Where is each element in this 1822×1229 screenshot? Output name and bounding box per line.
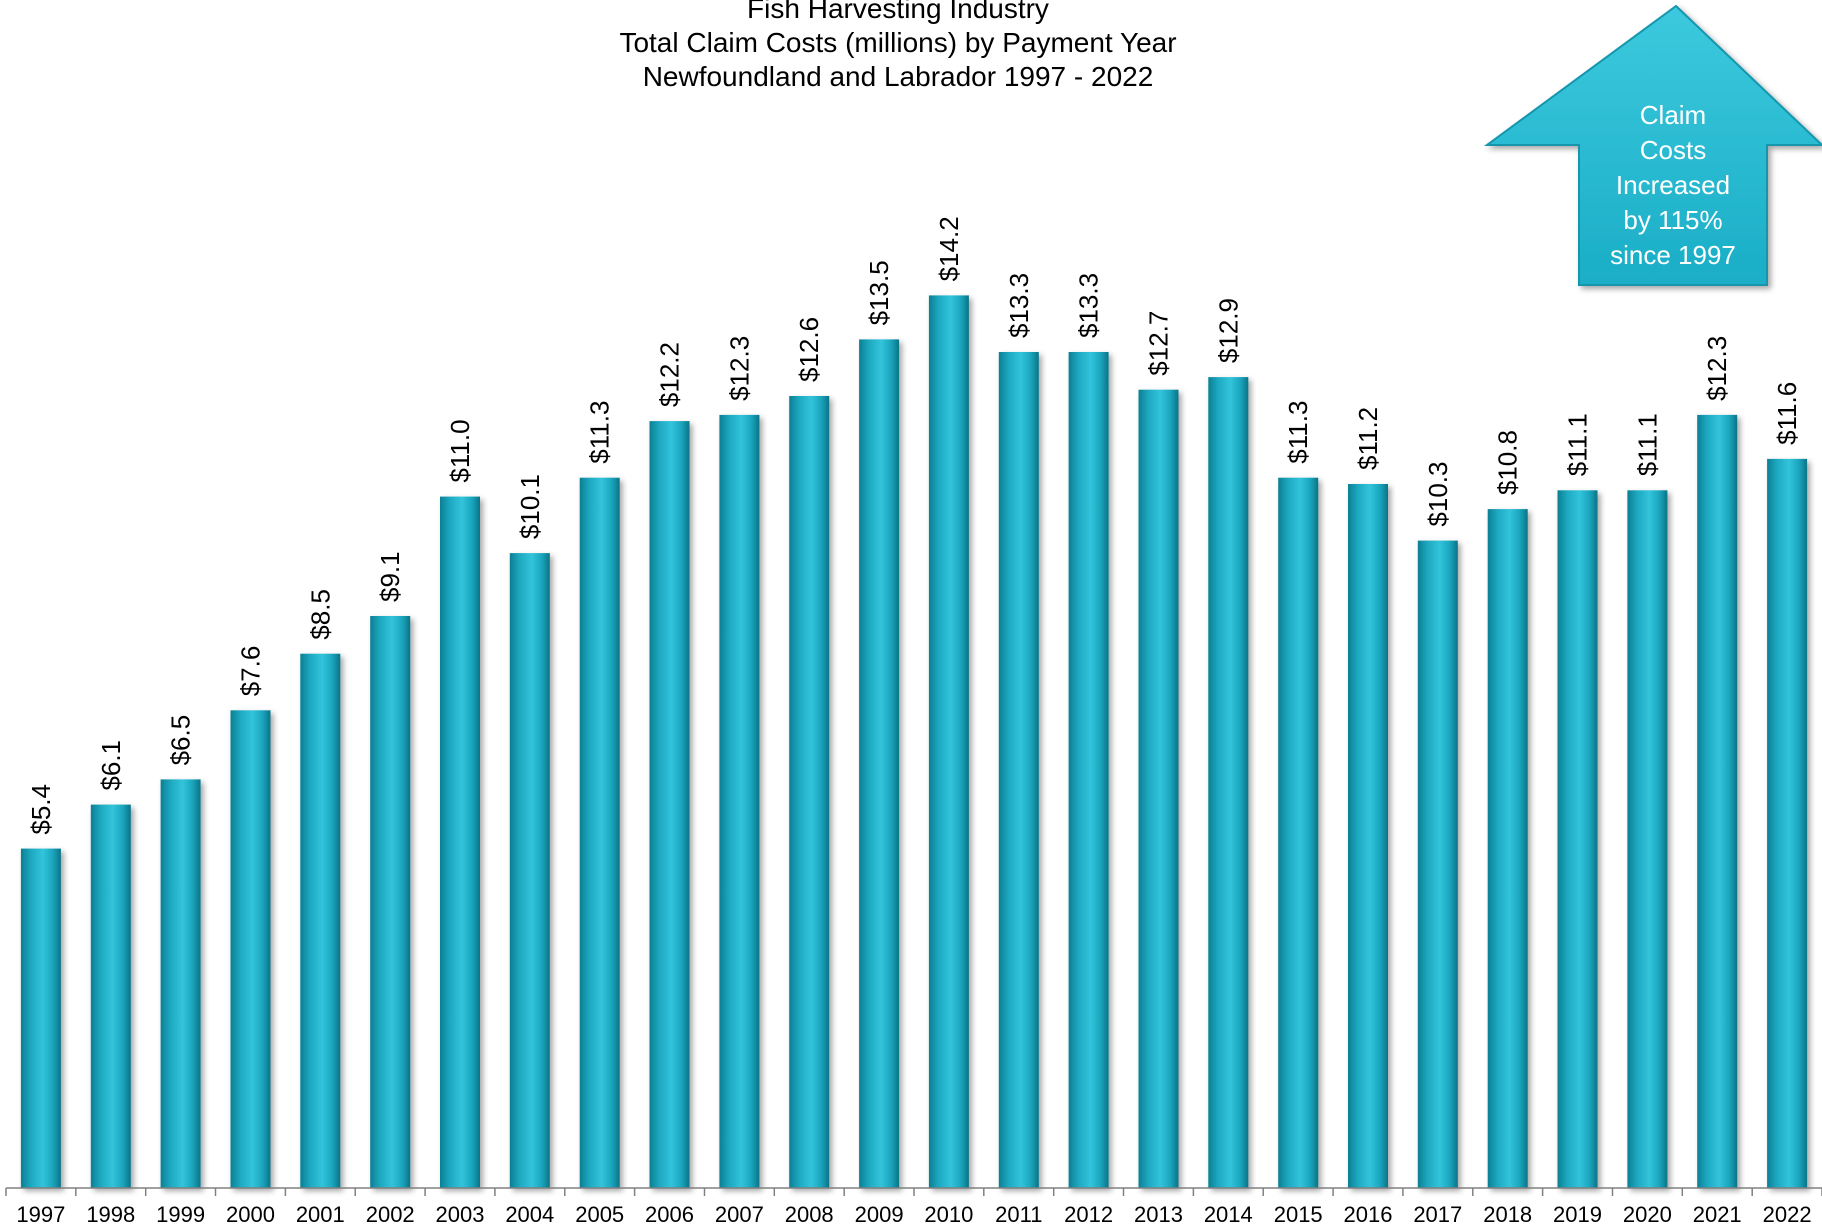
bar-2010 (928, 295, 969, 1188)
bars-layer (20, 295, 1808, 1189)
bar-2014 (1208, 377, 1249, 1189)
data-label-2021: $12.3 (1702, 336, 1732, 401)
data-label-2002: $9.1 (375, 551, 405, 602)
x-tick-label-2000: 2000 (226, 1202, 275, 1227)
bar-2008 (789, 396, 830, 1188)
x-tick-label-2006: 2006 (645, 1202, 694, 1227)
data-label-2016: $11.2 (1353, 407, 1383, 470)
data-label-2007: $12.3 (724, 336, 754, 401)
data-label-2022: $11.6 (1772, 382, 1802, 445)
bar-2018 (1487, 509, 1528, 1189)
callout-line-2: Costs (1640, 135, 1706, 165)
data-label-2014: $12.9 (1213, 298, 1243, 363)
x-tick-label-1997: 1997 (16, 1202, 65, 1227)
x-tick-label-2004: 2004 (505, 1202, 554, 1227)
bar-2009 (859, 339, 900, 1188)
bar-1998 (90, 804, 131, 1188)
x-tick-label-2016: 2016 (1344, 1202, 1393, 1227)
data-label-1999: $6.5 (166, 715, 196, 766)
data-label-2008: $12.6 (794, 317, 824, 382)
bar-2017 (1417, 540, 1458, 1188)
data-label-2012: $13.3 (1074, 273, 1104, 338)
data-label-2001: $8.5 (305, 589, 335, 640)
x-tick-label-2017: 2017 (1413, 1202, 1462, 1227)
x-tick-label-2011: 2011 (995, 1202, 1042, 1227)
bar-2012 (1068, 352, 1109, 1188)
bar-2001 (300, 653, 341, 1188)
title-line-2: Total Claim Costs (millions) by Payment … (619, 27, 1176, 58)
bar-1999 (160, 779, 201, 1188)
title-line-1: Fish Harvesting Industry (747, 0, 1049, 24)
data-label-1998: $6.1 (96, 740, 126, 791)
x-tick-label-1998: 1998 (86, 1202, 135, 1227)
x-tick-label-2013: 2013 (1134, 1202, 1183, 1227)
x-tick-label-2010: 2010 (924, 1202, 973, 1227)
bar-2021 (1697, 414, 1738, 1188)
bar-2020 (1627, 490, 1668, 1188)
data-label-2006: $12.2 (655, 342, 685, 407)
callout-line-5: since 1997 (1610, 240, 1736, 270)
x-tick-label-2021: 2021 (1693, 1202, 1742, 1227)
x-tick-label-1999: 1999 (156, 1202, 205, 1227)
x-tick-label-2003: 2003 (436, 1202, 485, 1227)
x-tick-label-2007: 2007 (715, 1202, 764, 1227)
x-axis: 1997 1998 1999 2000 2001 2002 2003 2004 2005 2006… (5, 1187, 1822, 1227)
bar-2006 (649, 421, 690, 1189)
x-tick-label-2014: 2014 (1204, 1202, 1253, 1227)
x-tick-label-2009: 2009 (855, 1202, 904, 1227)
bar-2000 (230, 710, 271, 1188)
data-label-2013: $12.7 (1144, 311, 1174, 376)
data-labels-layer: $5.4 $6.1 $6.5 $7.6 $8.5 $9.1 $11.0 $10.1 $11.3 $… (26, 216, 1802, 834)
bar-2011 (998, 352, 1039, 1188)
data-label-2005: $11.3 (585, 401, 615, 464)
x-tick-label-2008: 2008 (785, 1202, 834, 1227)
data-label-1997: $5.4 (26, 784, 56, 835)
x-tick-label-2018: 2018 (1483, 1202, 1532, 1227)
chart-title: Fish Harvesting Industry Total Claim Cos… (619, 0, 1176, 92)
callout-line-1: Claim (1640, 100, 1706, 130)
callout-up-arrow: Claim Costs Increased by 115% since 1997 (1483, 4, 1822, 286)
data-label-2020: $11.1 (1632, 413, 1662, 476)
x-tick-label-2019: 2019 (1553, 1202, 1602, 1227)
callout-line-4: by 115% (1623, 205, 1722, 235)
bar-2016 (1348, 484, 1388, 1188)
bar-2019 (1557, 490, 1598, 1188)
data-label-2009: $13.5 (864, 260, 894, 325)
callout-line-3: Increased (1616, 170, 1730, 200)
bar-2015 (1278, 477, 1319, 1188)
data-label-2004: $10.1 (515, 474, 545, 539)
data-label-2019: $11.1 (1563, 413, 1593, 476)
x-tick-label-2001: 2001 (296, 1202, 345, 1227)
data-label-2010: $14.2 (934, 216, 964, 281)
x-tick-label-2012: 2012 (1064, 1202, 1113, 1227)
x-tick-label-2020: 2020 (1623, 1202, 1672, 1227)
data-label-2003: $11.0 (445, 419, 475, 482)
data-label-2018: $10.8 (1493, 430, 1523, 495)
bar-2004 (509, 553, 550, 1188)
bar-1997 (20, 848, 61, 1188)
x-tick-label-2005: 2005 (575, 1202, 624, 1227)
callout-text: Claim Costs Increased by 115% since 1997 (1610, 100, 1736, 270)
bar-2007 (719, 414, 760, 1188)
x-tick-label-2002: 2002 (366, 1202, 415, 1227)
x-tick-label-2015: 2015 (1274, 1202, 1323, 1227)
bar-2013 (1138, 389, 1179, 1188)
data-label-2000: $7.6 (236, 646, 266, 697)
data-label-2011: $13.3 (1004, 273, 1034, 338)
bar-2003 (440, 496, 480, 1189)
data-label-2015: $11.3 (1283, 401, 1313, 464)
x-tick-label-2022: 2022 (1763, 1202, 1812, 1227)
data-label-2017: $10.3 (1423, 462, 1453, 527)
arrow-up-icon (1483, 4, 1822, 286)
bar-2022 (1767, 458, 1808, 1188)
bar-2005 (579, 477, 620, 1188)
bar-2002 (370, 616, 411, 1188)
title-line-3: Newfoundland and Labrador 1997 - 2022 (643, 61, 1154, 92)
